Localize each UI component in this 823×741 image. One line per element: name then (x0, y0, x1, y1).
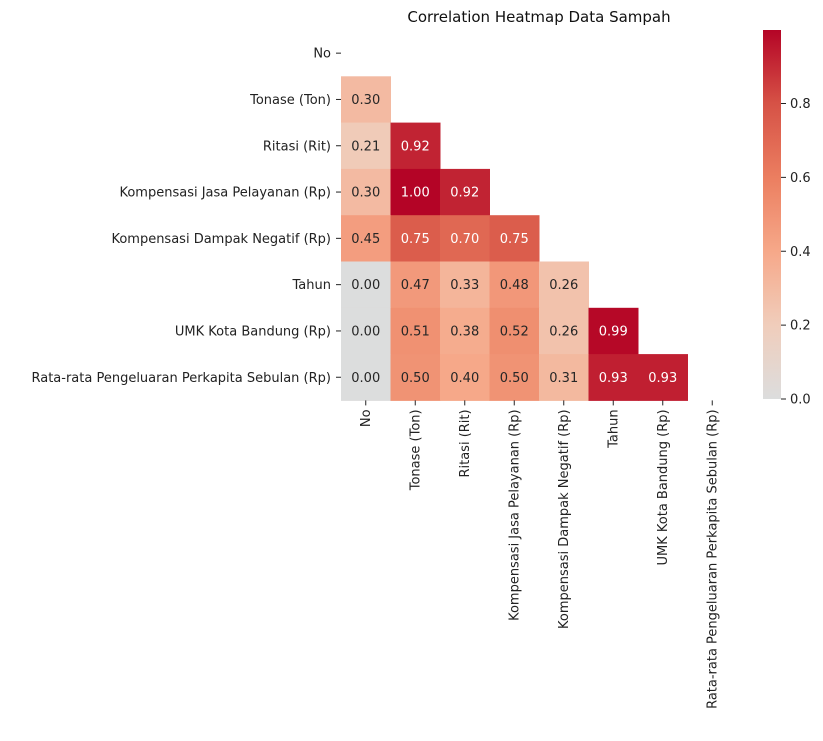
colorbar-tick-label: 0.0 (790, 393, 811, 408)
heatmap-cell-label: 0.52 (500, 324, 529, 339)
heatmap-cell-label: 1.00 (401, 186, 430, 201)
heatmap-cell (390, 215, 441, 262)
heatmap-cell-label: 0.33 (450, 278, 479, 293)
heatmap-cell-label: 0.50 (500, 371, 529, 386)
heatmap-cell (390, 168, 441, 216)
heatmap-cell-label: 0.26 (549, 278, 578, 293)
heatmap-cell-label: 0.92 (450, 186, 479, 201)
heatmap-cell-label: 0.00 (351, 371, 380, 386)
x-tick-label: Ritasi (Rit) (458, 409, 473, 477)
heatmap-cell-label: 0.47 (401, 278, 430, 293)
heatmap-cell (390, 354, 441, 401)
heatmap-cell (440, 168, 490, 216)
heatmap-cell-label: 0.48 (500, 278, 529, 293)
y-tick-label: Kompensasi Dampak Negatif (Rp) (111, 232, 331, 247)
heatmap-cell-label: 0.75 (500, 232, 529, 247)
heatmap-cell (440, 261, 490, 309)
colorbar-tick-label: 0.6 (790, 171, 811, 186)
heatmap-cell (489, 307, 540, 355)
colorbar-tick-label: 0.8 (790, 97, 811, 112)
x-tick-label: Rata-rata Pengeluaran Perkapita Sebulan … (706, 409, 721, 709)
heatmap-cell (440, 215, 490, 262)
chart-title: Correlation Heatmap Data Sampah (407, 8, 670, 26)
heatmap-cell (341, 76, 391, 124)
heatmap-cell-label: 0.31 (549, 371, 578, 386)
x-tick-label: Kompensasi Jasa Pelayanan (Rp) (508, 409, 523, 621)
heatmap-cell (588, 354, 639, 401)
heatmap-cell (341, 307, 391, 355)
heatmap-cell (539, 354, 589, 401)
colorbar-tick-label: 0.2 (790, 319, 811, 334)
heatmap-cell (341, 122, 391, 170)
heatmap-cell (390, 122, 441, 170)
x-tick-label: Tahun (607, 409, 622, 448)
heatmap-cell-label: 0.45 (351, 232, 380, 247)
heatmap-cell-label: 0.38 (450, 324, 479, 339)
y-tick-label: Kompensasi Jasa Pelayanan (Rp) (119, 186, 331, 201)
heatmap-cell-label: 0.30 (351, 93, 380, 108)
x-tick-label: No (359, 409, 374, 427)
x-axis: No Tonase (Ton) Ritasi (Rit) Kompensasi Jas… (359, 400, 721, 709)
y-tick-label: UMK Kota Bandung (Rp) (175, 324, 331, 339)
heatmap-cell-label: 0.99 (599, 324, 628, 339)
heatmap-cell (489, 215, 540, 262)
heatmap-cell-label: 0.50 (401, 371, 430, 386)
y-tick-label: No (313, 47, 331, 62)
heatmap-cells (341, 76, 688, 401)
colorbar-gradient (763, 30, 781, 399)
y-axis: No Tonase (Ton) Ritasi (Rit) Kompensasi Jas… (31, 47, 341, 386)
heatmap-cell (440, 354, 490, 401)
heatmap-cell (390, 307, 441, 355)
heatmap-cell-label: 0.93 (599, 371, 628, 386)
y-tick-label: Tonase (Ton) (249, 93, 331, 108)
heatmap-cell-label: 0.00 (351, 324, 380, 339)
x-tick-label: UMK Kota Bandung (Rp) (656, 409, 671, 565)
heatmap-cell-label: 0.93 (648, 371, 677, 386)
x-tick-label: Tonase (Ton) (409, 409, 424, 491)
colorbar-tick-label: 0.4 (790, 245, 811, 260)
x-tick-label: Kompensasi Dampak Negatif (Rp) (557, 409, 572, 629)
heatmap-cell (341, 168, 391, 216)
heatmap-cell (341, 354, 391, 401)
heatmap-cell-label: 0.92 (401, 139, 430, 154)
heatmap-cell (489, 354, 540, 401)
heatmap-cell-label: 0.00 (351, 278, 380, 293)
heatmap-cell (489, 261, 540, 309)
y-tick-label: Rata-rata Pengeluaran Perkapita Sebulan … (31, 371, 331, 386)
heatmap-cell-label: 0.40 (450, 371, 479, 386)
y-tick-label: Tahun (292, 278, 331, 293)
heatmap-cell (341, 215, 391, 262)
heatmap-cell (638, 354, 688, 401)
heatmap-cell (440, 307, 490, 355)
heatmap-cell (588, 307, 639, 355)
heatmap-cell-label: 0.51 (401, 324, 430, 339)
heatmap-cell-label: 0.75 (401, 232, 430, 247)
colorbar: 0.0 0.2 0.4 0.6 0.8 (763, 30, 811, 408)
heatmap-cell-label: 0.30 (351, 186, 380, 201)
heatmap-cell (390, 261, 441, 309)
heatmap-cell-label: 0.21 (351, 139, 380, 154)
heatmap-cell-label: 0.26 (549, 324, 578, 339)
heatmap-cell (539, 261, 589, 309)
heatmap-cell-label: 0.70 (450, 232, 479, 247)
heatmap-cell-labels: 0.30 0.21 0.92 0.30 1.00 0.92 0.45 0.75 0.70 0.75… (351, 93, 677, 386)
y-tick-label: Ritasi (Rit) (263, 139, 331, 154)
heatmap-cell (539, 307, 589, 355)
heatmap-cell (341, 261, 391, 309)
